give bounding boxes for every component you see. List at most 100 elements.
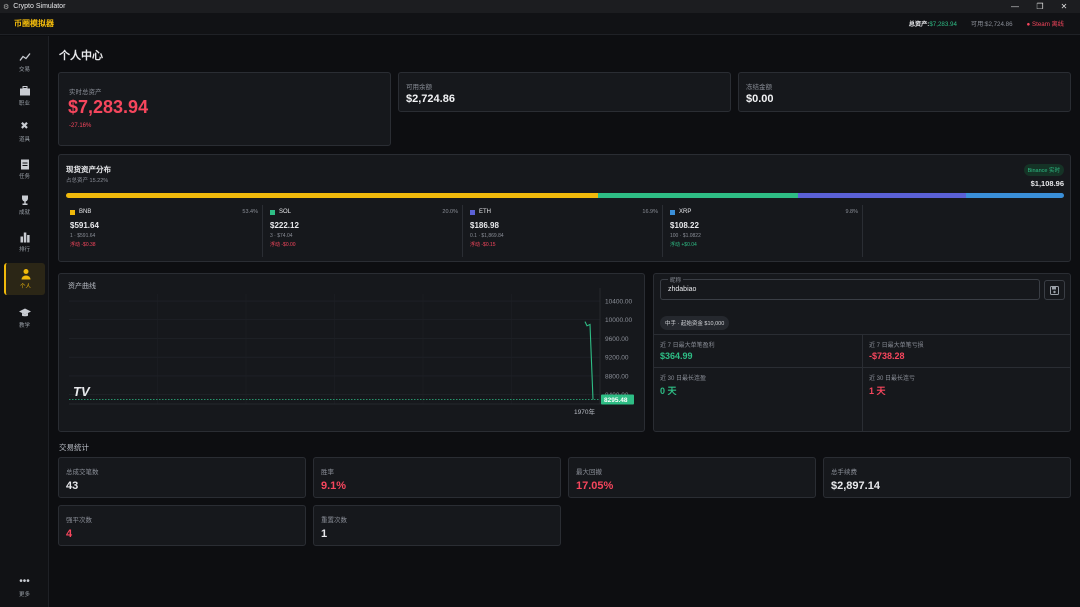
y-tick-label: 9600.00 [605,336,629,343]
spot-subtitle: 占总资产 15.22% [66,178,109,184]
bar-chart-icon [20,232,30,243]
total-assets-change: -27.16% [69,123,92,129]
allocation-bar [66,193,1064,198]
asset-quantity: 100 · $1.0822 [670,233,701,239]
nickname-legend: 昵称 [668,276,684,284]
available-balance-value: $2,724.86 [406,93,455,105]
asset-pnl: 浮动 -$0.15 [470,242,496,248]
trading-stats-title: 交易统计 [59,443,89,452]
level-tag: 中手 · 起始资金 $10,000 [660,316,730,330]
status-dot-icon: ● [1026,21,1031,28]
stat-total-trades: 总成交笔数 43 [58,457,306,498]
sidebar-item-achievements[interactable]: 成就 [4,189,45,221]
asset-item-sol: SOL 20.0% $222.12 3 · $74.04 浮动 -$0.00 [266,205,463,257]
asset-pnl: 浮动 -$0.00 [270,242,296,248]
stat-max-drawdown: 最大回撤 17.05% [568,457,816,498]
asset-color-swatch [670,209,675,215]
asset-value: $186.98 [470,221,499,230]
restore-icon[interactable]: ❐ [1036,2,1044,11]
asset-percent: 53.4% [242,209,258,215]
page-title: 个人中心 [59,50,103,62]
trophy-icon [21,195,28,205]
nickname-value: zhdabiao [668,286,697,293]
asset-percent: 16.9% [642,209,658,215]
allocation-segment [966,193,1064,198]
sidebar-item-tasks[interactable]: 任务 [4,153,45,185]
save-nickname-button[interactable] [1044,280,1065,300]
save-icon [1050,285,1059,295]
metric-max-loss-7d: 近 7 日最大单笔亏损 -$738.28 [869,343,924,361]
asset-series-line [584,321,594,400]
spot-distribution-card: 现货资产分布 占总资产 15.22% Binance 实时 $1,108.96 … [58,154,1071,262]
graduation-cap-icon [18,308,31,317]
asset-quantity: 3 · $74.04 [270,233,293,239]
asset-item-eth: ETH 16.9% $186.98 0.1 · $1,869.84 浮动 -$0.15 [466,205,663,257]
asset-quantity: 1 · $591.64 [70,233,96,239]
window-titlebar: ⚙ Crypto Simulator — ❐ ✕ [0,0,1080,13]
tools-icon: ✖ [20,121,29,132]
asset-item-xrp: XRP 9.8% $108.22 100 · $1.0822 浮动 +$0.04 [666,205,863,257]
total-assets-label: 实时总资产 [69,89,102,96]
divider [862,334,863,431]
asset-color-swatch [270,209,275,215]
close-icon[interactable]: ✕ [1060,2,1068,11]
asset-curve-card: 资产曲线 10400.00 10000.00 9600.00 9200.00 8800.… [58,273,645,432]
sidebar-item-tutorial[interactable]: 教学 [4,302,45,334]
steam-status: ● Steam 离线 [1026,21,1064,28]
sidebar-item-tools[interactable]: ✖ 道具 [18,121,30,143]
asset-value: $591.64 [70,221,99,230]
x-tick-label: 1970年 [574,407,595,416]
allocation-segment [66,193,599,198]
asset-percent: 20.0% [442,209,458,215]
app-header: 币圈模拟器 总资产:$7,283.94 可用:$2,724.86 ● Steam… [0,13,1080,35]
last-value-badge [601,394,634,405]
person-icon [21,269,30,280]
metric-win-streak-30d: 近 30 日最长连盈 0 天 [660,376,707,396]
sidebar-item-profile[interactable]: 个人 [4,263,45,295]
y-tick-label: 10400.00 [605,299,632,306]
asset-symbol: ETH [479,209,491,215]
asset-value: $108.22 [670,221,699,230]
binance-live-badge: Binance 实时 [1023,164,1064,176]
frozen-amount-value: $0.00 [746,93,774,105]
main-content: 个人中心 实时总资产 $7,283.94 -27.16% 可用余额 $2,724… [49,36,1080,607]
stat-resets: 重置次数 1 [313,505,561,546]
asset-symbol: XRP [679,209,692,215]
minimize-icon[interactable]: — [1011,2,1019,11]
frozen-amount-card: 冻结金额 $0.00 [738,72,1071,112]
header-stats: 总资产:$7,283.94 可用:$2,724.86 ● Steam 离线 [909,19,1064,28]
app-gear-icon: ⚙ [3,3,10,11]
stat-win-rate: 胜率 9.1% [313,457,561,498]
sidebar-item-trade[interactable]: 交易 [4,46,45,78]
asset-symbol: SOL [279,209,292,215]
total-assets-value: $7,283.94 [68,97,149,117]
sidebar: 交易 职业 ✖ 道具 任务 成就 排行 个人 教学 ••• 更多 [0,36,49,607]
asset-color-swatch [470,209,475,215]
nickname-field[interactable]: 昵称 zhdabiao [660,276,1040,300]
y-tick-label: 9200.00 [605,355,629,362]
header-available: 可用:$2,724.86 [970,21,1013,28]
asset-item-bnb: BNB 53.4% $591.64 1 · $591.64 浮动 -$0.38 [66,205,263,257]
asset-symbol: BNB [79,209,92,215]
more-dots-icon: ••• [19,576,30,587]
metric-max-profit-7d: 近 7 日最大单笔盈利 $364.99 [660,343,715,361]
available-balance-card: 可用余额 $2,724.86 [398,72,731,112]
metric-loss-streak-30d: 近 30 日最长连亏 1 天 [869,376,916,396]
clipboard-icon [20,159,29,170]
asset-pnl: 浮动 -$0.38 [70,242,96,248]
asset-quantity: 0.1 · $1,869.84 [470,233,504,239]
divider [654,367,1070,368]
sidebar-item-more[interactable]: ••• 更多 [18,576,30,598]
curve-title: 资产曲线 [68,283,96,290]
asset-value: $222.12 [270,221,299,230]
total-assets-card: 实时总资产 $7,283.94 -27.16% [58,72,391,146]
asset-color-swatch [70,209,75,215]
spot-total: $1,108.96 [1030,179,1064,188]
y-tick-label: 10000.00 [605,317,632,324]
sidebar-item-career[interactable]: 职业 [4,80,45,112]
sidebar-item-ranking[interactable]: 排行 [4,226,45,258]
profile-card: 昵称 zhdabiao 中手 · 起始资金 $10,000 近 7 日最大单笔盈… [653,273,1071,432]
app-brand: 币圈模拟器 [14,19,54,28]
asset-curve-chart[interactable]: 10400.0010000.009600.009200.008800.00840… [59,274,646,433]
asset-pnl: 浮动 +$0.04 [670,242,697,248]
